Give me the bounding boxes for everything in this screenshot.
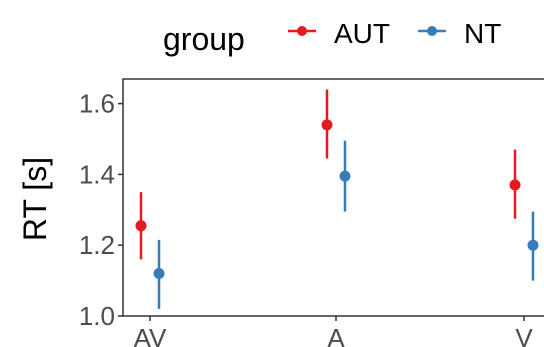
- data-point: [153, 268, 165, 280]
- panel-border: [122, 78, 544, 317]
- y-tick-label: 1.6: [79, 89, 115, 119]
- y-tick-label: 1.2: [79, 230, 115, 260]
- legend-label: NT: [464, 18, 501, 49]
- legend-key-point: [297, 26, 307, 36]
- plot-area: [122, 78, 544, 317]
- y-axis-label: RT [s]: [17, 157, 53, 241]
- legend-item-aut: AUT: [288, 18, 390, 49]
- y-tick-label: 1.0: [79, 301, 115, 331]
- data-point: [527, 239, 539, 251]
- legend-item-nt: NT: [418, 18, 501, 49]
- series-nt: [153, 140, 539, 309]
- x-tick-label: V: [515, 323, 533, 347]
- x-tick-label: A: [327, 323, 345, 347]
- data-point: [135, 220, 147, 232]
- data-point: [321, 119, 333, 131]
- y-axis: 1.0 1.2 1.4 1.6: [79, 89, 123, 331]
- series-aut: [135, 89, 521, 260]
- legend-title: group: [163, 21, 245, 57]
- data-point: [339, 170, 351, 182]
- legend-label: AUT: [334, 18, 390, 49]
- legend-key-point: [427, 26, 437, 36]
- data-point: [509, 179, 521, 191]
- y-tick-label: 1.4: [79, 159, 115, 189]
- legend: group AUT NT: [163, 18, 501, 57]
- x-tick-label: AV: [134, 323, 167, 347]
- x-axis: AV A V: [134, 316, 533, 347]
